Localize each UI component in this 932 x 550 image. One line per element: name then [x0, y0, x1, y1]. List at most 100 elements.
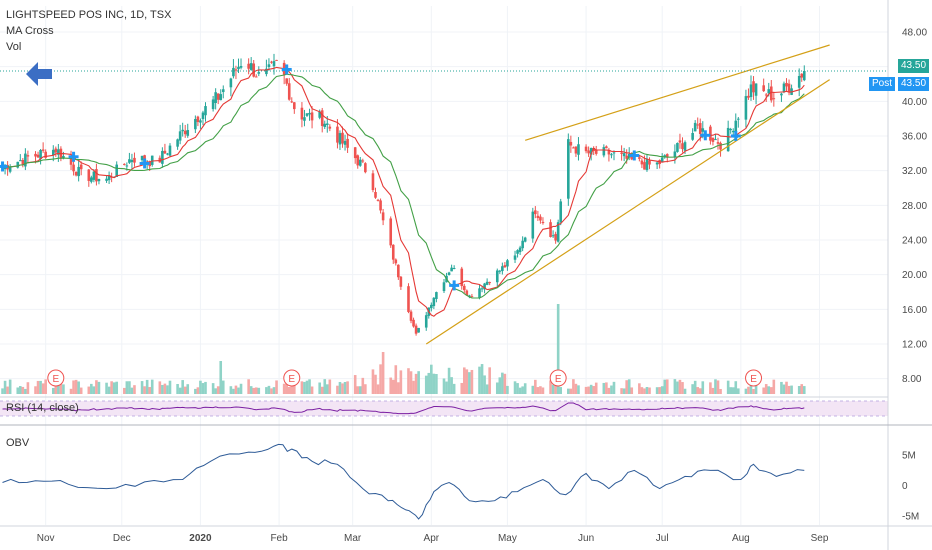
cross-markers: [0, 64, 741, 291]
candle-body: [290, 101, 294, 103]
candle-body: [115, 164, 119, 177]
candle-body: [516, 250, 519, 254]
candle: [785, 78, 788, 92]
candle-body: [663, 155, 667, 157]
candle-body: [62, 156, 65, 159]
volume-bar: [293, 383, 296, 394]
candle: [752, 76, 755, 100]
volume-bar: [72, 380, 75, 394]
ma-fast-line: [2, 66, 805, 317]
candle-body: [780, 93, 783, 96]
volume-bar: [447, 367, 451, 394]
candle-body: [397, 264, 400, 278]
candle-body: [483, 283, 486, 290]
candle: [584, 144, 588, 154]
candle: [676, 142, 679, 153]
candle-body: [219, 94, 223, 101]
volume-bar: [123, 387, 126, 394]
candle-body: [523, 237, 527, 242]
candle: [353, 146, 357, 164]
candle: [462, 283, 466, 294]
volume-bar: [409, 371, 413, 394]
candle-body: [254, 76, 258, 78]
volume-bar: [726, 380, 730, 394]
volume-bar: [620, 388, 623, 394]
volume-bar: [574, 383, 578, 394]
volume-bar: [747, 386, 750, 394]
earnings-circle: [47, 369, 65, 387]
arrow-left-icon[interactable]: [26, 62, 52, 86]
candle-body: [214, 92, 217, 103]
candle: [518, 245, 522, 255]
volume-bar: [445, 381, 448, 394]
candle: [640, 158, 644, 169]
candle: [323, 120, 327, 130]
candle-body: [594, 149, 598, 154]
obv-pane: [2, 443, 805, 520]
candle-body: [696, 124, 700, 126]
volume-bar: [300, 381, 304, 394]
candle: [749, 75, 753, 101]
candle-body: [726, 127, 730, 152]
candle-body: [409, 311, 413, 321]
rsi-label[interactable]: RSI (14, close): [6, 402, 79, 414]
candle: [769, 80, 773, 103]
ma-slow-line: [2, 73, 805, 299]
candle: [665, 153, 669, 163]
volume-bar: [450, 377, 453, 394]
volume-bar: [630, 387, 634, 394]
candle: [234, 65, 238, 80]
volume-bar: [701, 381, 705, 394]
candle: [412, 317, 415, 328]
obv-label[interactable]: OBV: [6, 437, 30, 449]
volume-bar: [729, 387, 732, 394]
candle: [714, 133, 717, 141]
candle-body: [379, 200, 382, 211]
candle-body: [587, 150, 590, 154]
plus-icon-h: [139, 161, 150, 165]
candle-body: [211, 99, 215, 110]
candle-body: [36, 154, 40, 158]
candle-body: [752, 81, 755, 93]
indicator-volume[interactable]: Vol: [6, 41, 22, 53]
volume-bar: [605, 382, 608, 394]
candle-body: [665, 154, 669, 158]
volume-bar: [219, 361, 223, 394]
candle: [536, 210, 540, 221]
chart-title: LIGHTSPEED POS INC, 1D, TSX: [6, 9, 172, 21]
candle: [183, 124, 187, 138]
volume-bar: [696, 387, 700, 394]
candle-body: [216, 93, 220, 100]
candle-body: [267, 64, 271, 67]
candle-body: [325, 123, 329, 125]
candle: [747, 88, 750, 100]
volume-bar: [462, 367, 466, 394]
indicator-ma-cross[interactable]: MA Cross: [6, 25, 54, 37]
candle-body: [744, 96, 748, 120]
plus-icon: [68, 151, 79, 162]
volume-bar: [698, 388, 702, 394]
volume-bar: [143, 386, 146, 394]
volume-bar: [610, 385, 613, 394]
volume-bar: [318, 382, 321, 394]
candle: [376, 198, 380, 202]
candle: [287, 77, 291, 101]
volume-bar: [41, 383, 45, 394]
volume-bar: [731, 387, 735, 394]
candle-body: [782, 83, 786, 92]
candle: [219, 89, 223, 101]
candle-body: [797, 75, 801, 88]
volume-bar: [764, 384, 768, 394]
volume-bar: [681, 382, 684, 394]
candle-body: [105, 178, 108, 181]
candle: [181, 122, 184, 137]
volume-bar: [559, 387, 563, 394]
candle-body: [168, 145, 172, 156]
volume-bar: [8, 379, 12, 394]
volume-bar: [178, 387, 182, 394]
volume-bar: [90, 383, 93, 394]
candle: [678, 133, 682, 149]
volume-bar: [3, 380, 7, 394]
candle: [254, 74, 258, 78]
